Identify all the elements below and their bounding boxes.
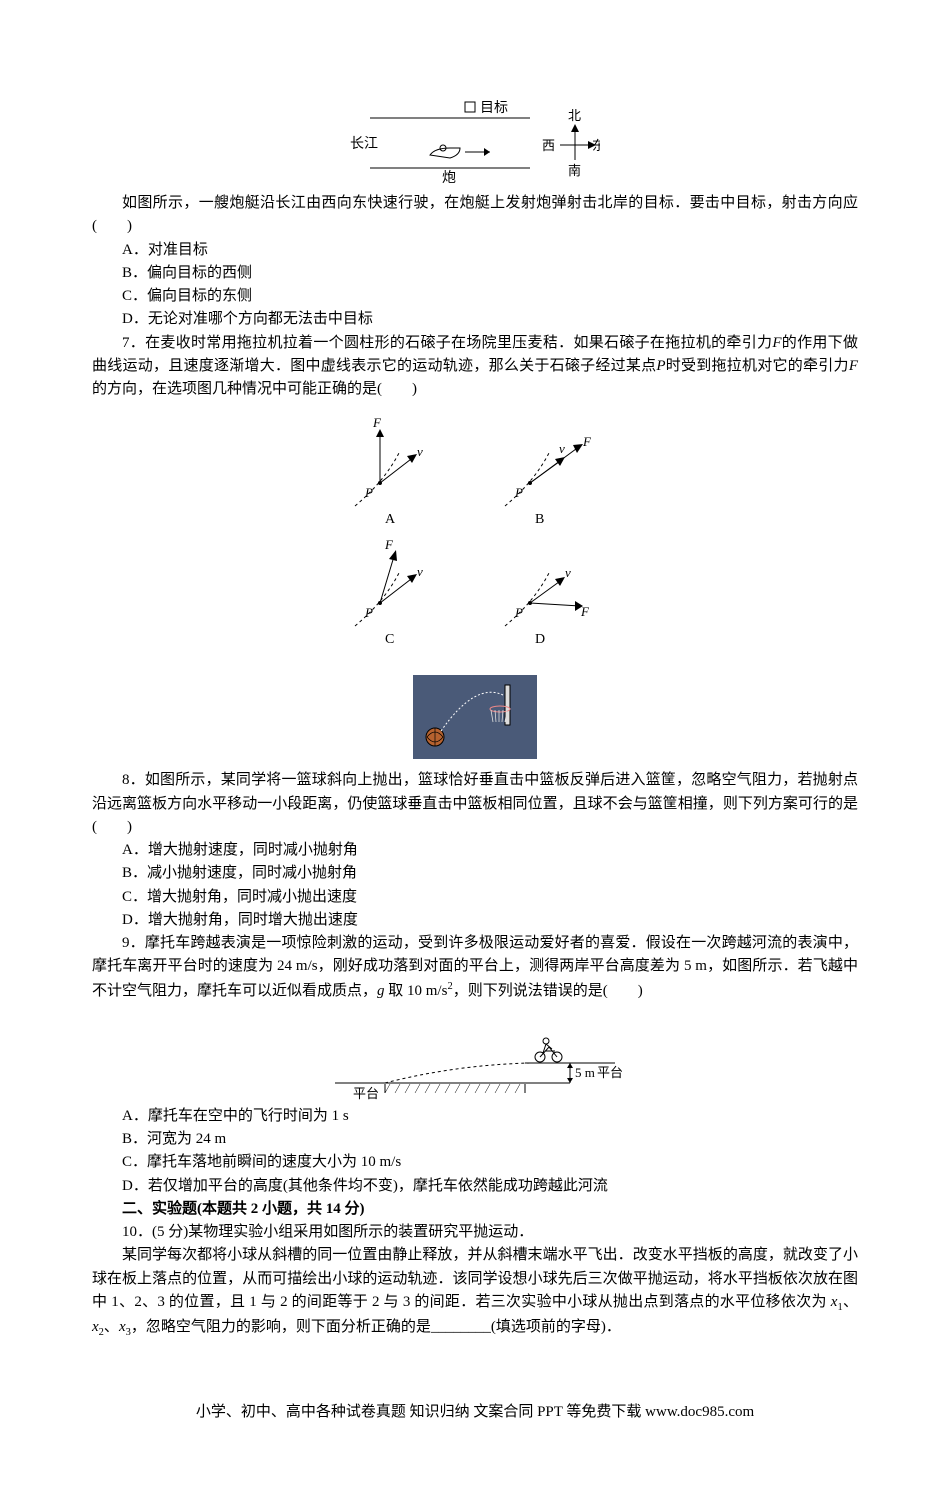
q9-figure: 5 m 平台 平台 <box>92 1013 858 1103</box>
q6-choice-c: C．偏向目标的东侧 <box>92 285 858 308</box>
q7-stem: 7．在麦收时常用拖拉机拉着一个圆柱形的石磙子在场院里压麦秸．如果石磙子在拖拉机的… <box>92 332 858 402</box>
q8-choice-b: B．减小抛射速度，同时减小抛射角 <box>92 862 858 885</box>
svg-text:B: B <box>535 512 544 527</box>
q6-choice-b: B．偏向目标的西侧 <box>92 262 858 285</box>
lbl-river: 长江 <box>350 136 378 152</box>
svg-text:F: F <box>384 537 394 552</box>
svg-text:v: v <box>565 565 571 580</box>
q7-figure: P F v A P F v B <box>92 411 858 661</box>
svg-text:F: F <box>372 415 382 430</box>
lbl-target: 目标 <box>480 100 508 116</box>
lbl-east: 东 <box>592 138 600 153</box>
svg-text:F: F <box>580 604 590 619</box>
section-2-title: 二、实验题(本题共 2 小题，共 14 分) <box>92 1198 858 1221</box>
svg-text:P: P <box>364 605 373 620</box>
page-footer: 小学、初中、高中各种试卷真题 知识归纳 文案合同 PPT 等免费下载 www.d… <box>92 1401 858 1424</box>
q9-stem: 9．摩托车跨越表演是一项惊险刺激的运动，受到许多极限运动爱好者的喜爱．假设在一次… <box>92 932 858 1003</box>
q8-stem: 8．如图所示，某同学将一篮球斜向上抛出，篮球恰好垂直击中篮板反弹后进入篮筐，忽略… <box>92 769 858 839</box>
svg-text:5 m: 5 m <box>575 1065 595 1080</box>
svg-text:平台: 平台 <box>353 1086 379 1101</box>
q10-body: 某同学每次都将小球从斜槽的同一位置由静止释放，并从斜槽末端水平飞出．改变水平挡板… <box>92 1244 858 1341</box>
svg-text:P: P <box>364 485 373 500</box>
svg-text:A: A <box>385 512 396 527</box>
lbl-cannon: 炮 <box>442 170 456 186</box>
svg-text:v: v <box>559 441 565 456</box>
q6-figure: 目标 长江 炮 北 南 东 西 <box>92 100 858 190</box>
svg-text:P: P <box>514 605 523 620</box>
svg-text:平台: 平台 <box>597 1065 623 1080</box>
svg-text:F: F <box>582 434 592 449</box>
q9-choice-b: B．河宽为 24 m <box>92 1128 858 1151</box>
svg-text:D: D <box>535 632 545 647</box>
lbl-west: 西 <box>542 138 555 153</box>
q8-choice-c: C．增大抛射角，同时减小抛出速度 <box>92 886 858 909</box>
q8-choice-d: D．增大抛射角，同时增大抛出速度 <box>92 909 858 932</box>
q9-choice-a: A．摩托车在空中的飞行时间为 1 s <box>92 1105 858 1128</box>
svg-text:v: v <box>417 444 423 459</box>
q8-figure <box>92 667 858 767</box>
q9-choice-d: D．若仅增加平台的高度(其他条件均不变)，摩托车依然能成功跨越此河流 <box>92 1175 858 1198</box>
lbl-north: 北 <box>568 108 581 123</box>
q6-choice-d: D．无论对准哪个方向都无法击中目标 <box>92 308 858 331</box>
svg-text:P: P <box>514 485 523 500</box>
svg-text:v: v <box>417 564 423 579</box>
q6-choice-a: A．对准目标 <box>92 239 858 262</box>
lbl-south: 南 <box>568 163 581 178</box>
q6-stem: 如图所示，一艘炮艇沿长江由西向东快速行驶，在炮艇上发射炮弹射击北岸的目标．要击中… <box>92 192 858 239</box>
q8-choice-a: A．增大抛射速度，同时减小抛射角 <box>92 839 858 862</box>
q9-choice-c: C．摩托车落地前瞬间的速度大小为 10 m/s <box>92 1151 858 1174</box>
svg-text:C: C <box>385 632 394 647</box>
q10-head: 10．(5 分)某物理实验小组采用如图所示的装置研究平抛运动． <box>92 1221 858 1244</box>
